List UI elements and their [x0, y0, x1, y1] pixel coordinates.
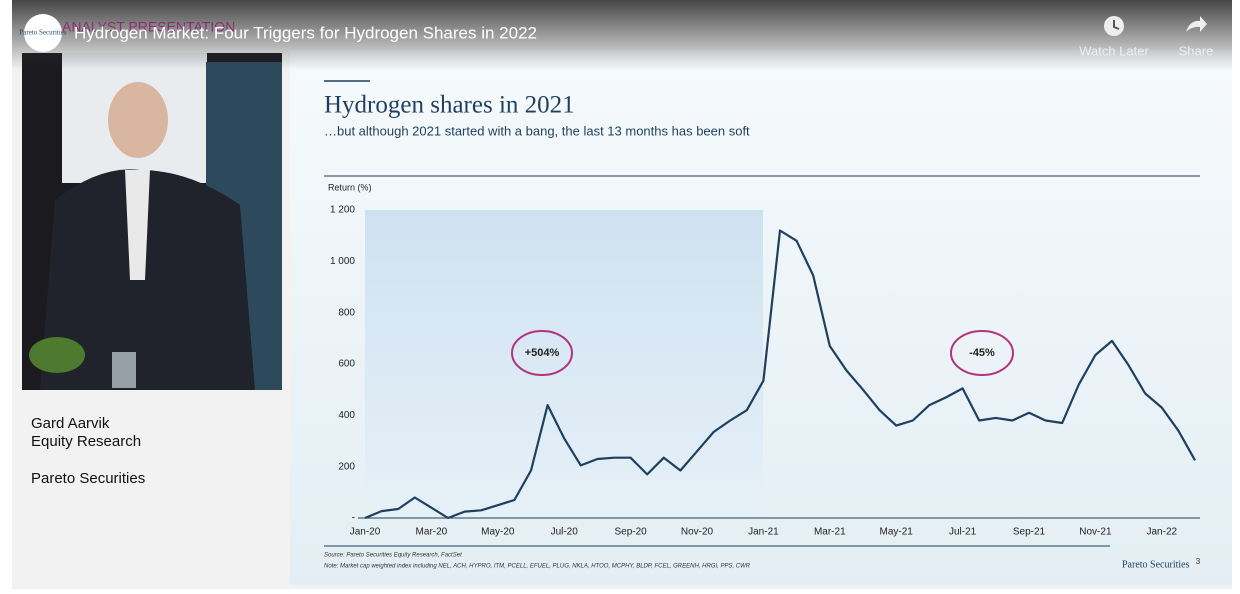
top-overlay — [12, 0, 1232, 70]
share[interactable]: Share — [1179, 43, 1214, 58]
x-tick-label: Nov-20 — [681, 527, 714, 538]
x-tick-label: Mar-21 — [814, 527, 846, 538]
video-title[interactable]: Hydrogen Market: Four Triggers for Hydro… — [74, 23, 537, 42]
clock-hands — [1113, 20, 1120, 30]
annotation-circle — [950, 330, 1014, 376]
y-tick-label: 800 — [338, 307, 355, 318]
y-axis-label: Return (%) — [328, 182, 372, 192]
slide-subtitle: …but although 2021 started with a bang, … — [324, 123, 750, 138]
x-tick-label: May-20 — [481, 527, 515, 538]
glass — [112, 352, 136, 388]
source: Source: Pareto Securities Equity Researc… — [324, 553, 462, 559]
plant — [29, 337, 85, 373]
presenter-head — [108, 82, 168, 158]
x-tick-label: Jul-20 — [551, 527, 579, 538]
y-tick-label: 400 — [338, 410, 355, 421]
channel-avatar[interactable] — [24, 14, 62, 52]
y-tick-label: 1 200 — [330, 205, 355, 216]
x-tick-label: Jul-21 — [949, 527, 977, 538]
highlight-region — [365, 210, 763, 518]
x-tick-label: Sep-21 — [1013, 527, 1046, 538]
presenter-body — [40, 169, 255, 390]
presenter-company: Pareto Securities — [31, 470, 145, 487]
overlay-label: ANALYST PRESENTATION — [62, 19, 235, 35]
y-tick-label: 1 000 — [330, 256, 355, 267]
presenter-role: Equity Research — [31, 433, 141, 450]
y-tick-label: 600 — [338, 359, 355, 370]
annotation-circle — [511, 330, 573, 376]
share-icon[interactable] — [1186, 16, 1207, 32]
channel-logo: Pareto Securities — [19, 29, 67, 37]
page-number: 3 — [1196, 557, 1201, 566]
x-tick-label: Sep-20 — [614, 527, 647, 538]
x-tick-label: Jan-21 — [748, 527, 779, 538]
x-tick-label: Jan-22 — [1147, 527, 1178, 538]
x-tick-label: Nov-21 — [1079, 527, 1112, 538]
y-tick-label: 200 — [338, 461, 355, 472]
watch-later[interactable]: Watch Later — [1079, 43, 1149, 58]
x-tick-label: Mar-20 — [416, 527, 448, 538]
plot: - 200 400 600 800 1 000 1 200 Jan-20 Mar-20 May-2… — [330, 205, 1200, 538]
presenter-name: Gard Aarvik — [31, 415, 110, 432]
x-tick-label: May-21 — [880, 527, 914, 538]
series-line — [364, 229, 1196, 520]
slide-title: Hydrogen shares in 2021 — [324, 92, 575, 119]
y-tick-label: - — [352, 513, 355, 524]
shirt — [125, 170, 150, 280]
annotation: -45% — [969, 347, 995, 359]
x-tick-label: Jan-20 — [350, 527, 381, 538]
note: Note: Market cap weighted index includin… — [324, 564, 751, 570]
annotation: +504% — [525, 347, 560, 359]
slide-logo: Pareto Securities — [1122, 559, 1190, 570]
